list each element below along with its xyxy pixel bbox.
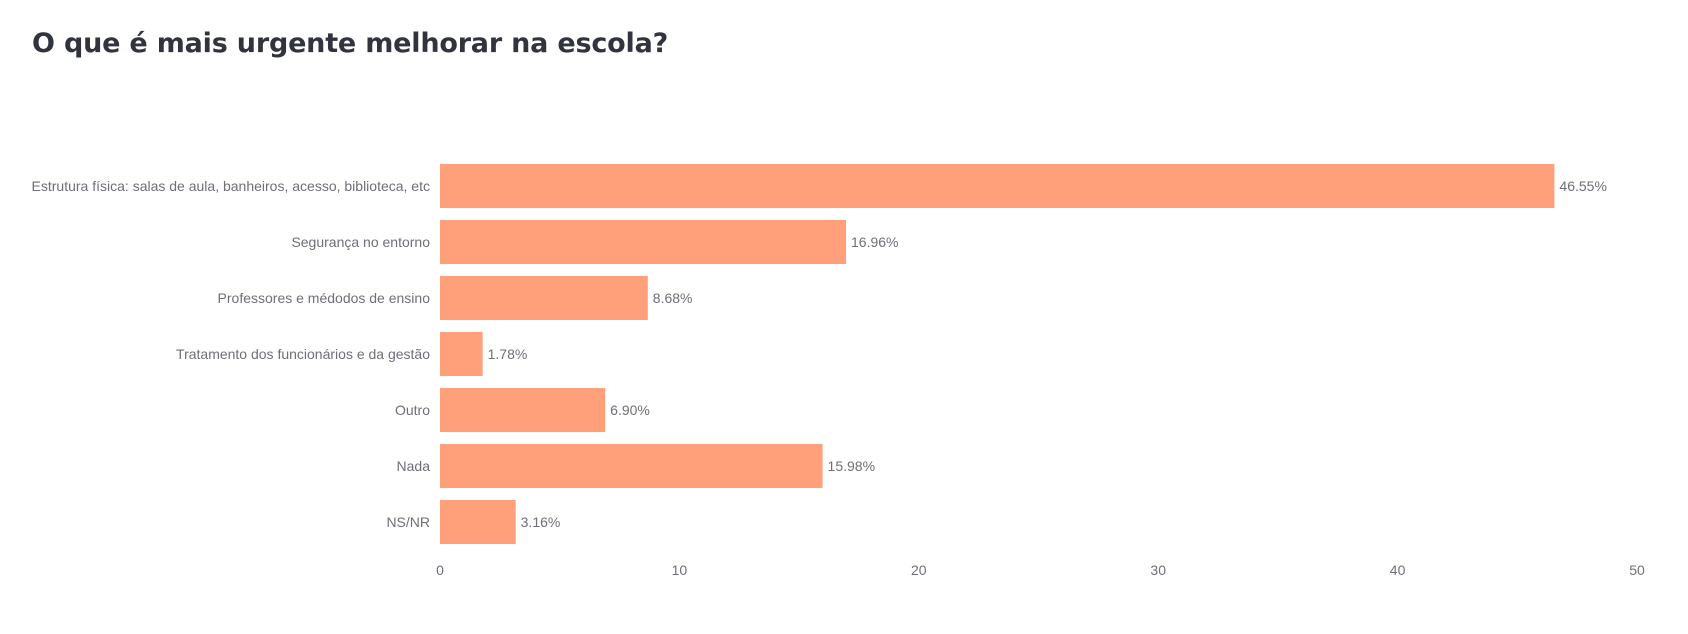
category-labels: Estrutura física: salas de aula, banheir… [32, 178, 431, 530]
category-label: Professores e médodos de ensino [218, 290, 431, 306]
category-label: Segurança no entorno [291, 234, 430, 250]
value-label: 3.16% [521, 514, 561, 530]
category-label: Tratamento dos funcionários e da gestão [176, 346, 430, 362]
bar [440, 164, 1555, 208]
x-tick-label: 30 [1150, 562, 1166, 578]
value-label: 15.98% [828, 458, 875, 474]
category-label: Outro [395, 402, 430, 418]
chart-title: O que é mais urgente melhorar na escola? [32, 28, 669, 59]
value-label: 1.78% [488, 346, 528, 362]
category-label: Nada [397, 458, 431, 474]
category-label: Estrutura física: salas de aula, banheir… [32, 178, 430, 194]
x-tick-label: 0 [436, 562, 444, 578]
bar [440, 220, 847, 264]
x-tick-label: 10 [672, 562, 688, 578]
bars-layer [440, 164, 1555, 544]
x-tick-label: 40 [1390, 562, 1406, 578]
bar [440, 388, 606, 432]
value-label: 46.55% [1559, 178, 1606, 194]
bar [440, 276, 648, 320]
bar [440, 332, 483, 376]
x-axis-ticks: 0 10 20 30 40 50 [436, 562, 1645, 578]
bar [440, 500, 516, 544]
bar [440, 444, 823, 488]
x-tick-label: 50 [1629, 562, 1645, 578]
value-labels: 46.55% 16.96% 8.68% 1.78% 6.90% 15.98% 3.16% [488, 178, 1607, 530]
value-label: 16.96% [851, 234, 898, 250]
value-label: 6.90% [610, 402, 650, 418]
x-tick-label: 20 [911, 562, 927, 578]
category-label: NS/NR [386, 514, 430, 530]
value-label: 8.68% [653, 290, 693, 306]
